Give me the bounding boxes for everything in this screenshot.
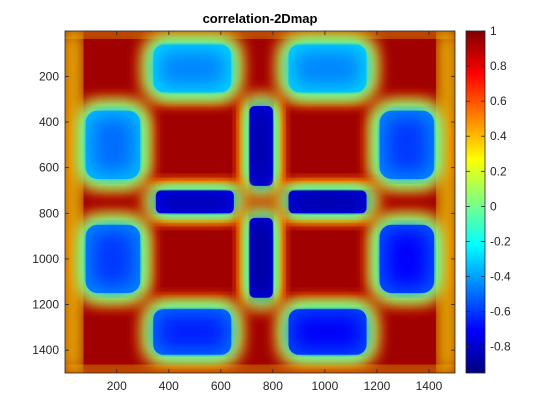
heatmap-cell-core: [252, 220, 271, 295]
x-tick-label: 800: [263, 379, 283, 393]
colorbar-gradient: [465, 30, 486, 374]
heatmap-cell: [144, 35, 241, 102]
heatmap-edge-band: [65, 31, 455, 38]
x-tick-label: 400: [159, 379, 179, 393]
y-tick-label: 800: [39, 206, 59, 220]
heatmap-cell-core: [294, 50, 361, 87]
plot-frame: [64, 30, 456, 374]
heatmap-cell: [76, 101, 150, 189]
heatmap-edge-band: [65, 366, 455, 373]
heatmap-cell-core: [291, 193, 364, 211]
colorbar-ticks: 1 0.8 0.6 0.4 0.2 0 -0.2 -0.4 -0.6 -0.8: [466, 24, 511, 354]
y-axis: 200 400 600 800 1000 1200 1400: [32, 69, 455, 357]
heatmap-edge-band: [439, 31, 455, 373]
colorbar-tick-label: 0.8: [490, 59, 507, 73]
colorbar-tick-label: 0.2: [490, 164, 507, 178]
y-tick-label: 600: [39, 161, 59, 175]
x-axis: 200 400 600 800 1000 1200 1400: [107, 31, 443, 393]
heatmap-layer: [65, 31, 455, 373]
heatmap-cell-core: [158, 193, 232, 211]
y-tick-label: 200: [39, 69, 59, 83]
heatmap-cell: [370, 101, 444, 189]
colorbar-tick-label: -0.2: [490, 234, 511, 248]
colorbar-tick-label: 0: [490, 199, 497, 213]
heatmap-cell-core: [92, 231, 134, 287]
heatmap-cell: [240, 208, 282, 307]
colorbar-tick-label: -0.8: [490, 340, 511, 354]
y-tick-label: 1200: [32, 298, 59, 312]
colorbar-tick-label: 0.4: [490, 129, 507, 143]
colorbar: 1 0.8 0.6 0.4 0.2 0 -0.2 -0.4 -0.6 -0.8: [465, 24, 511, 374]
heatmap-background: [65, 31, 455, 373]
heatmap-cell-core: [92, 117, 134, 173]
heatmap-cell: [279, 181, 376, 223]
heatmap-cell-core: [158, 314, 226, 350]
x-tick-label: 1200: [364, 379, 391, 393]
heatmap-cell: [240, 97, 282, 195]
x-tick-label: 200: [107, 379, 127, 393]
plot-area: 200 400 600 800 1000 1200 1400 200 400 600 800 100…: [32, 30, 456, 393]
heatmap-edge-band: [65, 31, 81, 373]
heatmap-cell-core: [386, 117, 428, 173]
colorbar-tick-label: 1: [490, 24, 497, 38]
y-tick-label: 1000: [32, 252, 59, 266]
x-tick-label: 1400: [416, 379, 443, 393]
heatmap-cell: [146, 181, 243, 223]
heatmap-cell: [279, 35, 376, 102]
heatmap-cell-core: [252, 108, 271, 184]
x-tick-label: 600: [211, 379, 231, 393]
heatmap-cell: [76, 215, 150, 303]
x-tick-label: 1000: [312, 379, 339, 393]
y-tick-label: 1400: [32, 343, 59, 357]
chart-title: correlation-2Dmap: [203, 11, 318, 26]
heatmap-cell: [370, 215, 444, 303]
heatmap-cell-core: [293, 314, 362, 350]
heatmap-cell: [279, 300, 376, 364]
heatmap-cell-core: [386, 231, 428, 287]
y-tick-label: 400: [39, 115, 59, 129]
colorbar-tick-label: -0.6: [490, 305, 511, 319]
heatmap-cell: [144, 300, 241, 364]
colorbar-tick-label: 0.6: [490, 94, 507, 108]
heatmap-cell-core: [158, 50, 226, 87]
colorbar-tick-label: -0.4: [490, 270, 511, 284]
